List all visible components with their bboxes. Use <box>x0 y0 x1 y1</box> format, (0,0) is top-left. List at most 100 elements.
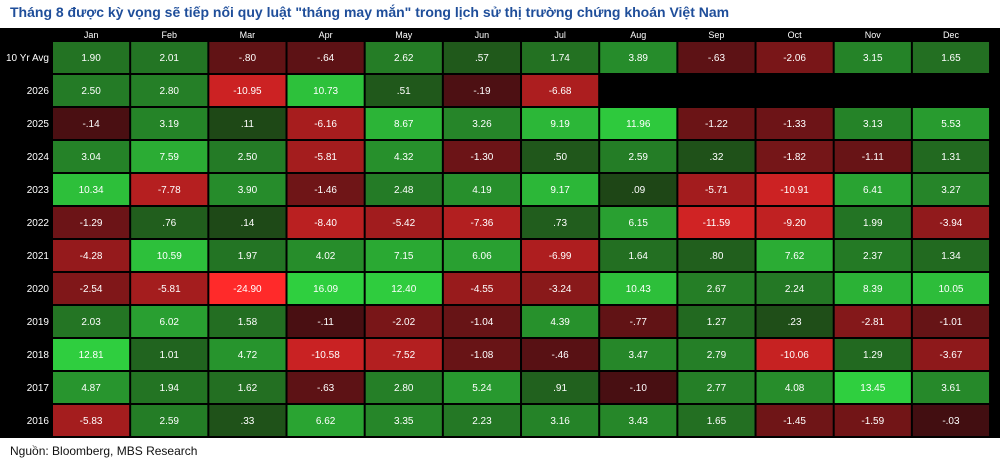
heatmap-cell <box>130 173 209 206</box>
heatmap-cell <box>833 140 912 173</box>
cell-value: 1.31 <box>941 152 961 163</box>
heatmap-cell <box>755 206 834 239</box>
heatmap-cell <box>442 173 522 206</box>
column-header-aug: Aug <box>630 30 646 40</box>
heatmap-cell <box>130 74 209 107</box>
column-header-apr: Apr <box>319 30 333 40</box>
heatmap-cell <box>833 338 912 371</box>
heatmap-cell <box>755 107 834 140</box>
heatmap-cell <box>599 338 678 371</box>
row-label: 2023 <box>27 185 50 196</box>
heatmap-cell <box>677 338 756 371</box>
heatmap-cell <box>911 74 991 107</box>
cell-value: -1.08 <box>471 350 494 361</box>
cell-value: 1.94 <box>160 383 180 394</box>
cell-value: -24.90 <box>233 284 262 295</box>
heatmap-cell <box>677 74 756 107</box>
heatmap-cell <box>911 371 991 404</box>
heatmap-cell <box>599 404 678 437</box>
chart-title: Tháng 8 được kỳ vọng sẽ tiếp nối quy luậ… <box>10 4 730 20</box>
returns-heatmap: Jan Feb Mar Apr May Jun Jul Aug Sep Oct Nov Dec 10 Y… <box>0 28 1000 438</box>
heatmap-cell <box>833 173 912 206</box>
heatmap-cell <box>521 239 600 272</box>
heatmap-cell <box>52 404 131 437</box>
cell-value: -1.30 <box>471 152 494 163</box>
cell-value: 2.03 <box>81 317 101 328</box>
heatmap-cell <box>521 140 600 173</box>
cell-value: 3.61 <box>941 383 961 394</box>
heatmap-cell <box>286 74 365 107</box>
cell-value: 4.39 <box>550 317 570 328</box>
heatmap-cell <box>599 107 678 140</box>
heatmap-cell <box>364 206 443 239</box>
heatmap-cell <box>521 41 600 74</box>
heatmap-cell <box>286 140 365 173</box>
cell-value: 10.59 <box>157 251 182 262</box>
heatmap-cell <box>208 404 287 437</box>
cell-value: -3.67 <box>940 350 963 361</box>
cell-value: 4.19 <box>472 185 492 196</box>
heatmap-cell <box>286 41 365 74</box>
heatmap-cell <box>677 41 756 74</box>
heatmap-cell <box>442 41 522 74</box>
cell-value: -10.06 <box>780 350 809 361</box>
cell-value: -1.11 <box>862 152 884 163</box>
heatmap-cell <box>52 305 131 338</box>
cell-value: 1.01 <box>160 350 180 361</box>
heatmap-cell <box>599 305 678 338</box>
cell-value: 1.65 <box>941 53 961 64</box>
column-header-jul: Jul <box>554 30 566 40</box>
cell-value: .14 <box>240 218 254 229</box>
heatmap-cell <box>911 107 991 140</box>
cell-value: 5.53 <box>941 119 961 130</box>
cell-value: 1.97 <box>238 251 258 262</box>
heatmap-cell <box>911 305 991 338</box>
cell-value: -7.78 <box>158 185 181 196</box>
heatmap-cell <box>364 371 443 404</box>
heatmap-cell <box>364 41 443 74</box>
cell-value: -5.81 <box>314 152 337 163</box>
heatmap-cell <box>833 107 912 140</box>
cell-value: 2.59 <box>160 416 180 427</box>
heatmap-cell <box>130 206 209 239</box>
cell-value: -.64 <box>317 53 335 64</box>
heatmap-cell <box>130 272 209 305</box>
cell-value: -.10 <box>630 383 648 394</box>
cell-value: -3.94 <box>940 218 963 229</box>
cell-value: -.77 <box>630 317 648 328</box>
cell-value: 1.62 <box>238 383 258 394</box>
cell-value: -1.59 <box>861 416 884 427</box>
heatmap-cell <box>442 338 522 371</box>
heatmap-cell <box>677 173 756 206</box>
cell-value: 6.41 <box>863 185 883 196</box>
heatmap-cell <box>833 404 912 437</box>
heatmap-cell <box>911 404 991 437</box>
cell-value: -7.52 <box>392 350 415 361</box>
heatmap-cell <box>52 338 131 371</box>
heatmap-cell <box>286 173 365 206</box>
heatmap-cell <box>286 206 365 239</box>
cell-value: 12.81 <box>79 350 104 361</box>
cell-value: 1.34 <box>941 251 961 262</box>
cell-value: .32 <box>709 152 723 163</box>
heatmap-cell <box>521 371 600 404</box>
row-label: 2026 <box>27 86 50 97</box>
column-header-oct: Oct <box>788 30 803 40</box>
row-label: 2025 <box>27 119 50 130</box>
heatmap-cell <box>286 338 365 371</box>
cell-value: 10.73 <box>313 86 338 97</box>
heatmap-cell <box>208 74 287 107</box>
heatmap-cell <box>286 107 365 140</box>
cell-value: 2.01 <box>160 53 180 64</box>
heatmap-cell <box>755 74 834 107</box>
heatmap-cell <box>442 140 522 173</box>
heatmap-cell <box>442 371 522 404</box>
cell-value: 16.09 <box>313 284 338 295</box>
heatmap-cell <box>52 206 131 239</box>
cell-value: -5.83 <box>80 416 103 427</box>
heatmap-cell <box>208 239 287 272</box>
row-label: 2022 <box>27 218 50 229</box>
heatmap-cell <box>911 272 991 305</box>
heatmap-cell <box>364 173 443 206</box>
cell-value: -5.71 <box>705 185 728 196</box>
